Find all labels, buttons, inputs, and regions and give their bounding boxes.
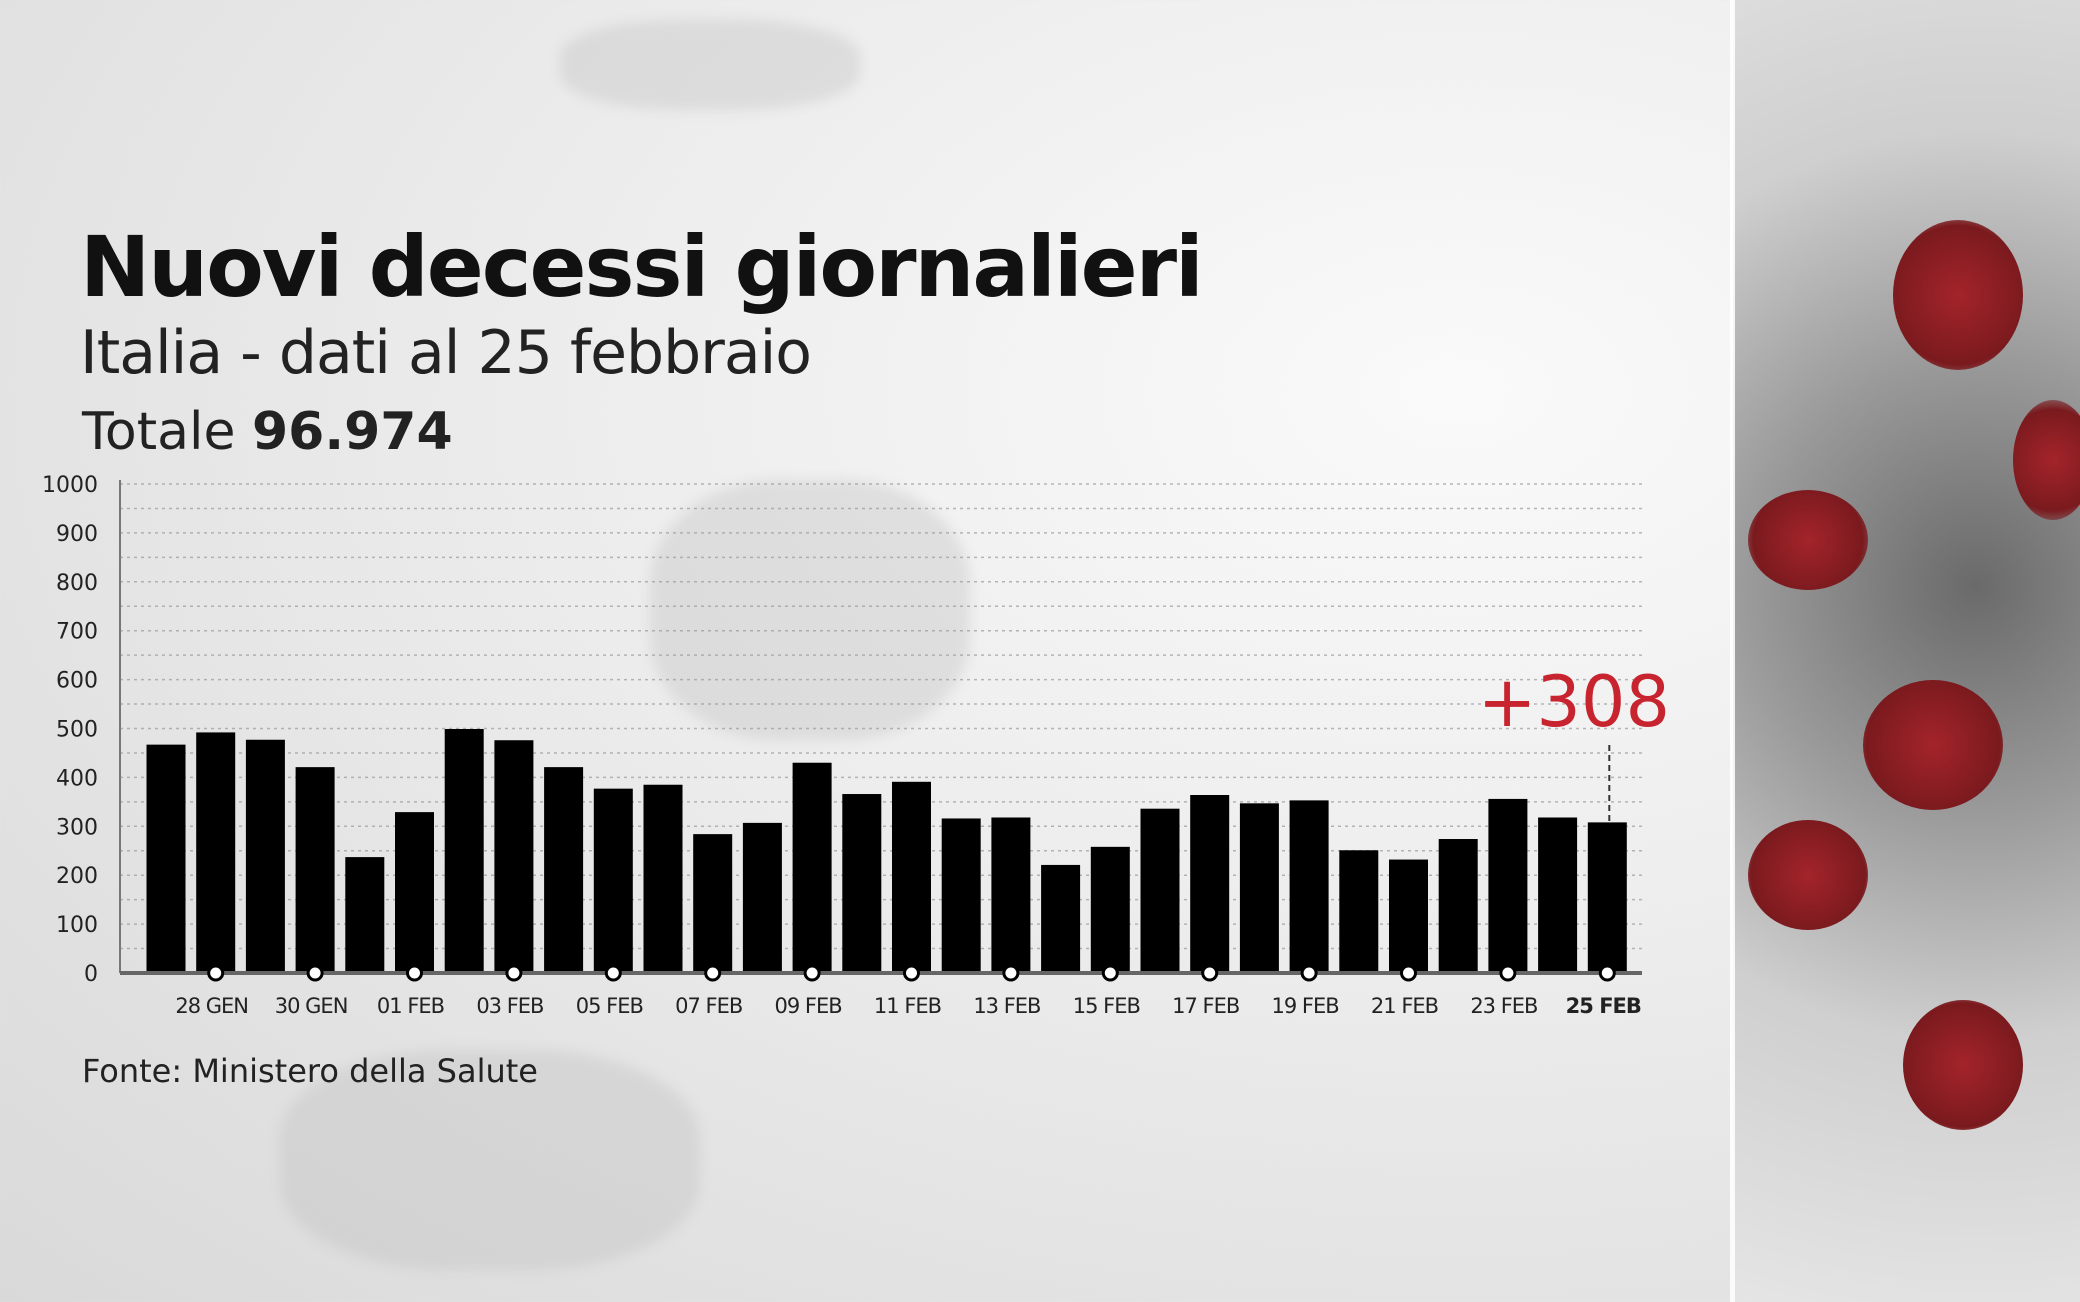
- x-tick-label: 03 FEB: [476, 994, 543, 1018]
- chart-subtitle: Italia - dati al 25 febbraio: [80, 318, 812, 388]
- x-tick-marker: [1002, 964, 1020, 982]
- x-tick-label: 09 FEB: [775, 994, 842, 1018]
- bar-15-feb: [1090, 846, 1130, 973]
- y-tick-label: 1000: [42, 473, 98, 498]
- y-tick-label: 500: [56, 718, 98, 743]
- x-tick-label: 01 FEB: [377, 994, 444, 1018]
- x-tick-marker: [903, 964, 920, 982]
- bar-14-feb: [1041, 864, 1081, 973]
- bar-02-feb: [444, 728, 484, 973]
- virus-image: [1733, 0, 2080, 1302]
- bar-27-gen: [146, 744, 186, 973]
- y-tick-label: 300: [56, 815, 98, 840]
- x-tick-marker: [1101, 964, 1119, 982]
- x-tick-marker: [704, 964, 722, 982]
- bar-04-feb: [544, 767, 584, 973]
- x-tick-marker: [207, 964, 225, 982]
- bar-16-feb: [1140, 808, 1180, 973]
- background-map: [560, 20, 860, 110]
- bar-06-feb: [643, 784, 683, 973]
- bar-29-gen: [245, 739, 285, 973]
- x-tick-label: 17 FEB: [1172, 994, 1239, 1018]
- background-map: [650, 480, 970, 740]
- y-tick-label: 900: [56, 522, 98, 547]
- bar-17-feb: [1190, 795, 1230, 973]
- x-tick-marker: [505, 964, 523, 982]
- x-tick-marker: [1598, 964, 1616, 982]
- bar-09-feb: [792, 762, 832, 973]
- source-note: Fonte: Ministero della Salute: [82, 1052, 538, 1090]
- x-tick-label: 21 FEB: [1371, 994, 1438, 1018]
- x-tick-label: 13 FEB: [973, 994, 1040, 1018]
- y-tick-label: 200: [56, 864, 98, 889]
- bar-18-feb: [1239, 803, 1279, 973]
- y-tick-label: 100: [56, 913, 98, 938]
- x-tick-label: 23 FEB: [1470, 994, 1537, 1018]
- bar-20-feb: [1339, 850, 1379, 973]
- x-tick-label: 25 FEB: [1566, 994, 1641, 1018]
- bar-19-feb: [1289, 800, 1329, 973]
- y-tick-label: 800: [56, 571, 98, 596]
- bar-28-gen: [196, 732, 236, 973]
- total-count: Totale 96.974: [82, 402, 453, 462]
- bar-13-feb: [991, 817, 1031, 973]
- chart-title: Nuovi decessi giornalieri: [80, 218, 1204, 316]
- x-tick-marker: [306, 964, 324, 982]
- x-tick-label: 05 FEB: [576, 994, 643, 1018]
- bar-30-gen: [295, 767, 335, 973]
- bar-11-feb: [892, 781, 931, 973]
- total-value: 96.974: [251, 402, 453, 462]
- bar-07-feb: [693, 834, 733, 973]
- y-tick-label: 700: [56, 620, 98, 645]
- y-tick-label: 0: [84, 962, 98, 987]
- bar-01-feb: [395, 812, 434, 973]
- x-tick-marker: [1201, 964, 1219, 982]
- bar-08-feb: [742, 822, 782, 973]
- bar-25-feb: [1587, 822, 1627, 973]
- x-tick-marker: [803, 964, 821, 982]
- bar-05-feb: [593, 788, 633, 973]
- x-tick-label: 07 FEB: [675, 994, 742, 1018]
- bar-31-gen: [345, 857, 385, 973]
- bar-12-feb: [941, 818, 981, 973]
- panel-divider: [1730, 0, 1735, 1302]
- latest-value-annotation: +308: [1478, 661, 1670, 743]
- x-tick-label: 15 FEB: [1073, 994, 1140, 1018]
- total-label: Totale: [82, 402, 236, 462]
- bar-24-feb: [1538, 817, 1578, 973]
- x-tick-marker: [1499, 964, 1517, 982]
- bar-21-feb: [1389, 859, 1428, 973]
- x-tick-label: 28 GEN: [175, 994, 248, 1018]
- x-tick-marker: [604, 964, 622, 982]
- x-tick-label: 19 FEB: [1272, 994, 1339, 1018]
- x-tick-marker: [1300, 964, 1318, 982]
- background-map: [280, 1050, 700, 1270]
- x-tick-label: 11 FEB: [874, 994, 941, 1018]
- bar-22-feb: [1438, 839, 1478, 973]
- x-tick-label: 30 GEN: [275, 994, 348, 1018]
- bar-03-feb: [494, 740, 534, 973]
- x-tick-marker: [1400, 964, 1417, 982]
- y-tick-label: 400: [56, 766, 98, 791]
- bar-23-feb: [1488, 798, 1528, 973]
- bar-10-feb: [842, 794, 882, 973]
- y-tick-label: 600: [56, 669, 98, 694]
- x-tick-marker: [406, 964, 423, 982]
